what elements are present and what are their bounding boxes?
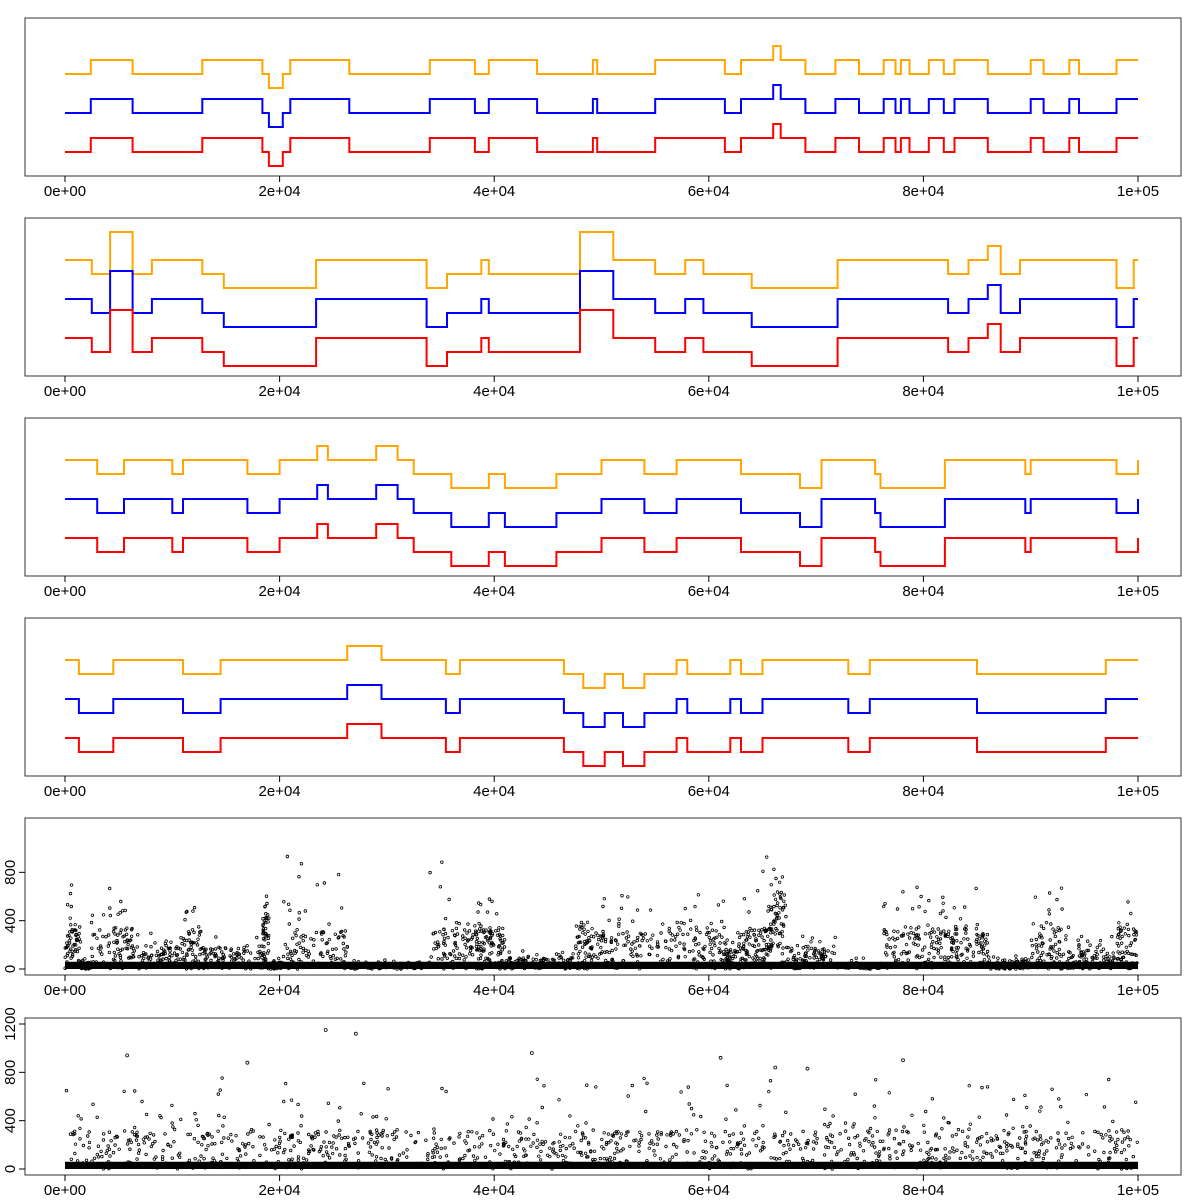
panel-frame [24,617,1182,777]
y-tick-label: 1200 [2,1007,19,1040]
series-line-orange [65,231,1138,289]
low-density-band [65,1161,1138,1169]
x-tick-label: 6e+04 [688,583,730,600]
x-tick-label: 2e+04 [259,1182,301,1199]
x-tick-label: 8e+04 [902,1182,944,1199]
y-tick-label: 0 [2,1165,19,1173]
series-line-blue [65,84,1138,128]
x-tick-label: 8e+04 [902,183,944,200]
x-tick-label: 4e+04 [473,383,515,400]
chart-panel-4: 0e+00 2e+04 4e+04 6e+04 8e+04 1e+05 [24,617,1182,800]
panel-frame [24,817,1182,976]
x-tick-label: 2e+04 [259,583,301,600]
x-tick-label: 4e+04 [473,1182,515,1199]
x-tick-label: 0e+00 [44,583,86,600]
series-line-orange [65,645,1138,689]
panel-frame [24,1017,1182,1176]
x-tick-label: 8e+04 [902,783,944,800]
x-tick-label: 6e+04 [688,1182,730,1199]
panel-frame [24,217,1182,377]
x-tick-label: 1e+05 [1117,583,1159,600]
low-density-band [65,961,1138,969]
x-tick-label: 4e+04 [473,783,515,800]
scatter-points [64,1028,1140,1171]
x-tick-label: 4e+04 [473,583,515,600]
chart-panel-1: 0e+00 2e+04 4e+04 6e+04 8e+04 1e+05 [24,17,1182,200]
panel-frame [24,417,1182,577]
y-tick-label: 0 [2,965,19,973]
chart-panel-5: 0e+00 2e+04 4e+04 6e+04 8e+04 1e+05 0 400 800 [2,817,1182,999]
x-tick-label: 1e+05 [1117,783,1159,800]
x-tick-label: 6e+04 [688,383,730,400]
chart-panel-2: 0e+00 2e+04 4e+04 6e+04 8e+04 1e+05 [24,217,1182,400]
series-line-blue [65,684,1138,728]
y-tick-label: 800 [2,1060,19,1085]
x-tick-label: 8e+04 [902,583,944,600]
x-tick-label: 1e+05 [1117,1182,1159,1199]
x-tick-label: 6e+04 [688,183,730,200]
x-tick-label: 2e+04 [259,383,301,400]
x-tick-label: 4e+04 [473,982,515,999]
x-tick-label: 2e+04 [259,183,301,200]
scatter-points [63,854,1139,971]
chart-panel-6: 0e+00 2e+04 4e+04 6e+04 8e+04 1e+05 0 400 800 120… [2,1007,1182,1199]
x-tick-label: 1e+05 [1117,183,1159,200]
x-tick-label: 0e+00 [44,783,86,800]
series-line-orange [65,445,1139,489]
x-tick-label: 8e+04 [902,383,944,400]
x-tick-label: 2e+04 [259,982,301,999]
x-tick-label: 0e+00 [44,183,86,200]
x-tick-label: 1e+05 [1117,982,1159,999]
chart-panel-3: 0e+00 2e+04 4e+04 6e+04 8e+04 1e+05 [24,417,1182,600]
x-tick-label: 0e+00 [44,383,86,400]
series-line-red [65,123,1138,167]
series-line-blue [65,484,1139,528]
x-tick-label: 4e+04 [473,183,515,200]
y-tick-label: 400 [2,1108,19,1133]
x-tick-label: 6e+04 [688,982,730,999]
x-tick-label: 1e+05 [1117,383,1159,400]
x-tick-label: 8e+04 [902,982,944,999]
x-tick-label: 0e+00 [44,982,86,999]
series-line-orange [65,45,1138,89]
series-line-red [65,523,1139,567]
series-line-red [65,723,1138,767]
x-tick-label: 0e+00 [44,1182,86,1199]
x-tick-label: 6e+04 [688,783,730,800]
series-line-blue [65,270,1138,328]
series-line-red [65,309,1138,367]
x-tick-label: 2e+04 [259,783,301,800]
panel-frame [24,17,1182,177]
y-tick-label: 400 [2,908,19,933]
y-tick-label: 800 [2,860,19,885]
